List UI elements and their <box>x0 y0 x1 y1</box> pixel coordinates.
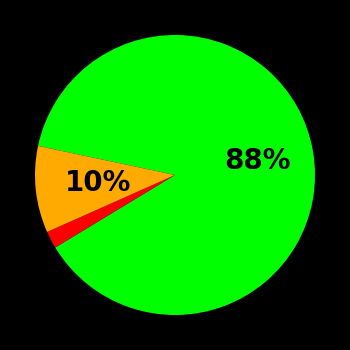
Wedge shape <box>38 35 315 315</box>
Text: 88%: 88% <box>225 147 291 175</box>
Text: 10%: 10% <box>65 169 132 197</box>
Wedge shape <box>47 175 175 247</box>
Wedge shape <box>35 146 175 232</box>
